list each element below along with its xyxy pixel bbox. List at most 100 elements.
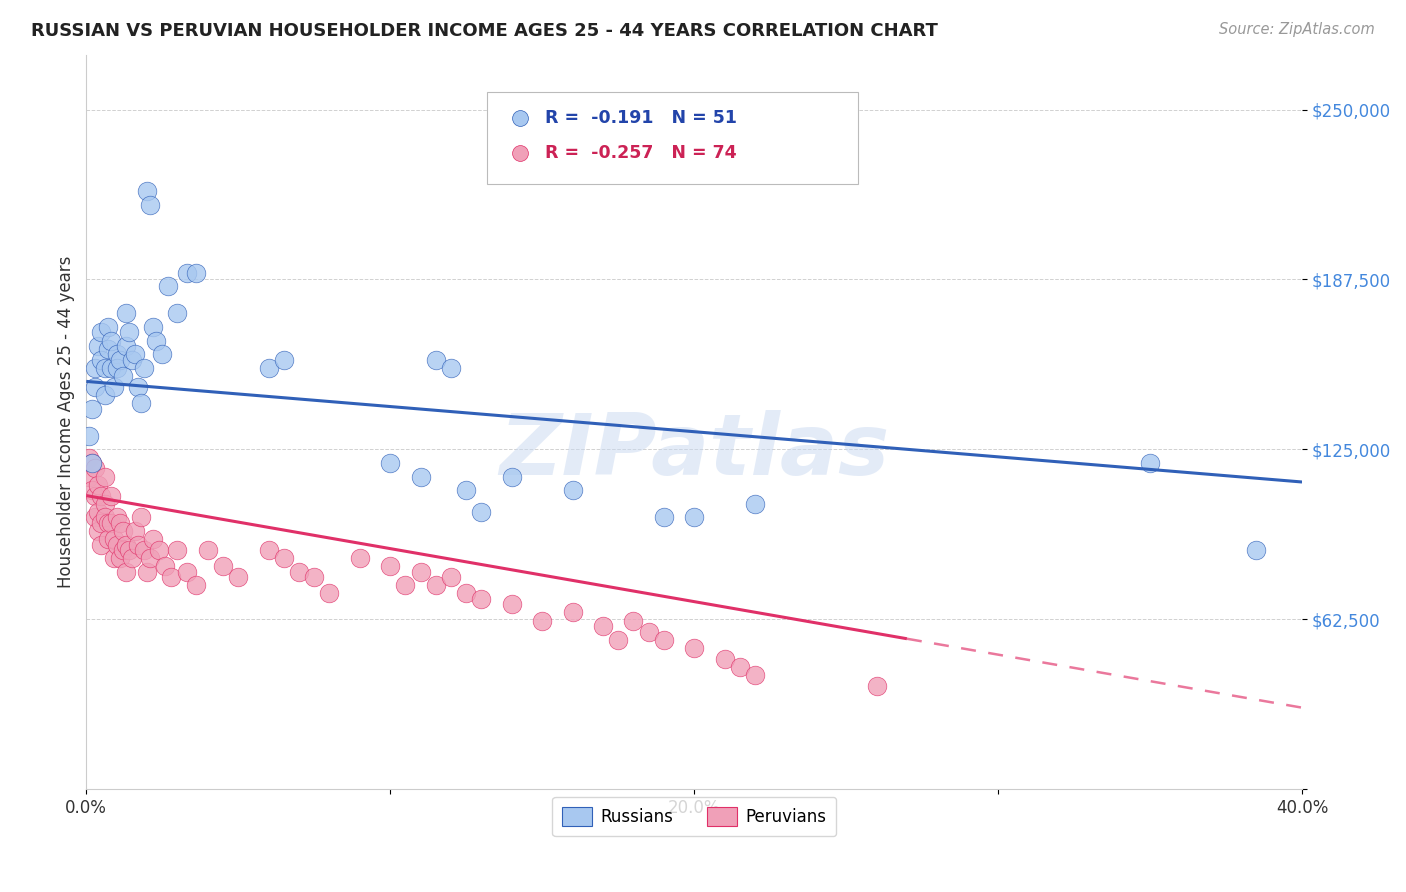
Point [136, 184, 159, 198]
Legend: Russians, Peruvians: Russians, Peruvians [553, 797, 837, 836]
Point [744, 668, 766, 682]
Point [87, 339, 110, 353]
Text: RUSSIAN VS PERUVIAN HOUSEHOLDER INCOME AGES 25 - 44 YEARS CORRELATION CHART: RUSSIAN VS PERUVIAN HOUSEHOLDER INCOME A… [31, 22, 938, 40]
Point [82, 456, 104, 470]
Point [440, 570, 463, 584]
Point [121, 352, 143, 367]
Point [118, 326, 141, 340]
Point [728, 660, 751, 674]
Point [160, 570, 183, 584]
Point [226, 570, 249, 584]
Text: R =  -0.191   N = 51: R = -0.191 N = 51 [544, 109, 737, 127]
Point [132, 360, 155, 375]
Point [561, 483, 583, 497]
Point [90, 352, 112, 367]
Point [1246, 543, 1268, 558]
Point [84, 510, 107, 524]
Point [82, 456, 104, 470]
Point [501, 598, 523, 612]
Point [257, 543, 280, 558]
Point [84, 380, 107, 394]
FancyBboxPatch shape [488, 92, 858, 184]
Point [212, 559, 235, 574]
Point [90, 537, 112, 551]
Point [100, 516, 122, 530]
Point [79, 429, 101, 443]
Point [652, 632, 675, 647]
Point [87, 524, 110, 538]
Point [111, 543, 134, 558]
Point [103, 532, 125, 546]
Point [87, 505, 110, 519]
Point [865, 679, 887, 693]
Text: ZIPatlas: ZIPatlas [499, 410, 889, 493]
Point [139, 197, 162, 211]
Point [150, 347, 173, 361]
Point [79, 469, 101, 483]
Point [121, 551, 143, 566]
Point [501, 469, 523, 483]
Point [380, 559, 402, 574]
Point [380, 456, 402, 470]
Point [105, 510, 128, 524]
Point [114, 306, 136, 320]
Point [470, 591, 492, 606]
Point [197, 543, 219, 558]
Point [93, 510, 115, 524]
Point [93, 360, 115, 375]
Point [127, 537, 149, 551]
Point [111, 368, 134, 383]
Point [176, 266, 198, 280]
Point [129, 396, 152, 410]
Point [1139, 456, 1161, 470]
Point [108, 516, 131, 530]
Point [713, 651, 735, 665]
Point [142, 320, 165, 334]
Point [79, 450, 101, 465]
Point [93, 469, 115, 483]
Point [184, 266, 207, 280]
Point [1160, 782, 1182, 797]
Point [607, 632, 630, 647]
Point [97, 320, 120, 334]
Point [273, 352, 295, 367]
Point [139, 551, 162, 566]
Y-axis label: Householder Income Ages 25 - 44 years: Householder Income Ages 25 - 44 years [58, 256, 75, 589]
Text: Source: ZipAtlas.com: Source: ZipAtlas.com [1219, 22, 1375, 37]
Point [440, 360, 463, 375]
Point [652, 510, 675, 524]
Point [90, 489, 112, 503]
Point [157, 279, 180, 293]
Point [124, 524, 146, 538]
Point [105, 347, 128, 361]
Point [97, 342, 120, 356]
Point [176, 565, 198, 579]
Point [132, 543, 155, 558]
Point [136, 565, 159, 579]
Point [257, 360, 280, 375]
Point [87, 477, 110, 491]
Point [127, 380, 149, 394]
Text: R =  -0.257   N = 74: R = -0.257 N = 74 [544, 144, 737, 161]
Point [97, 516, 120, 530]
Point [93, 497, 115, 511]
Point [103, 551, 125, 566]
Point [184, 578, 207, 592]
Point [273, 551, 295, 566]
Point [456, 586, 478, 600]
Point [145, 334, 167, 348]
Point [90, 516, 112, 530]
Point [1160, 782, 1182, 797]
Point [82, 401, 104, 416]
Point [103, 380, 125, 394]
Point [105, 360, 128, 375]
Point [744, 497, 766, 511]
Point [304, 570, 326, 584]
Point [425, 352, 447, 367]
Point [105, 537, 128, 551]
Point [166, 543, 188, 558]
Point [425, 578, 447, 592]
Point [456, 483, 478, 497]
Point [100, 360, 122, 375]
Point [166, 306, 188, 320]
